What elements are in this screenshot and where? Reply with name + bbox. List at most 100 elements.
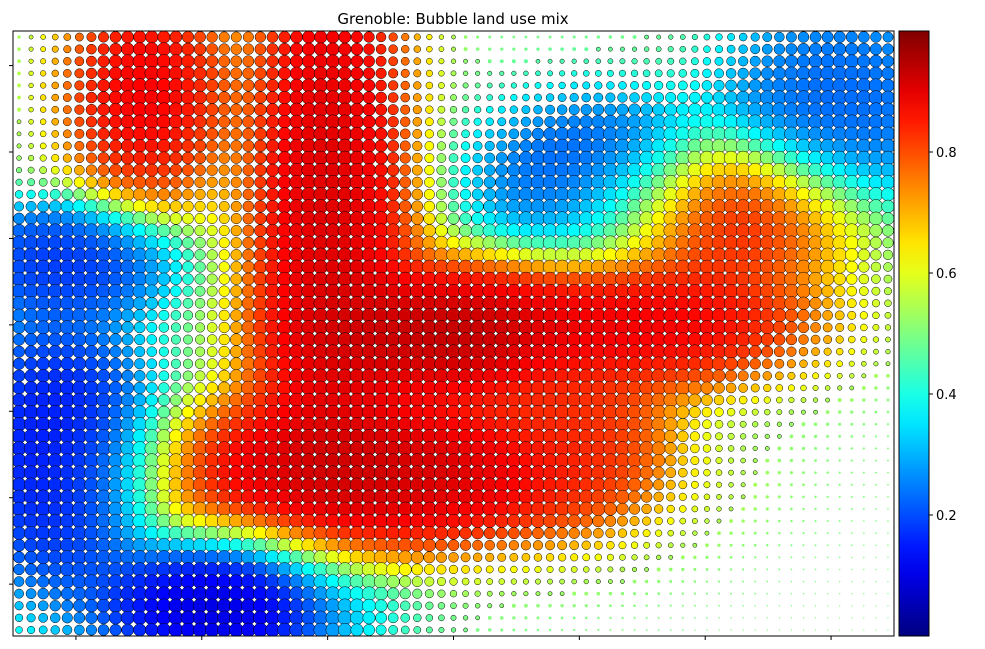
- bubble-point: [886, 374, 890, 378]
- bubble-point: [230, 273, 243, 285]
- bubble-point: [595, 566, 602, 573]
- bubble-point: [584, 47, 589, 52]
- bubble-point: [797, 309, 810, 322]
- bubble-point: [812, 397, 819, 403]
- bubble-point: [145, 382, 158, 394]
- bubble-point: [511, 70, 517, 76]
- bubble-point: [277, 114, 292, 129]
- bubble-point: [157, 139, 171, 153]
- bubble-point: [362, 163, 376, 178]
- bubble-point: [730, 617, 732, 619]
- bubble-point: [400, 116, 411, 127]
- bubble-point: [705, 543, 709, 548]
- bubble-point: [241, 284, 255, 298]
- bubble-point: [850, 435, 854, 438]
- bubble-point: [483, 188, 496, 201]
- bubble-point: [603, 489, 618, 505]
- bubble-point: [765, 458, 770, 463]
- bubble-point: [438, 614, 445, 622]
- colorbar-tick-label: 0.6: [936, 267, 957, 282]
- bubble-point: [862, 483, 865, 486]
- bubble-point: [621, 604, 624, 608]
- bubble-point: [194, 188, 206, 200]
- bubble-point: [375, 79, 387, 92]
- bubble-point: [717, 568, 721, 571]
- bubble-point: [446, 513, 461, 529]
- bubble-point: [388, 68, 399, 79]
- bubble-point: [448, 165, 459, 176]
- bubble-point: [716, 518, 722, 524]
- bubble-point: [860, 323, 868, 332]
- bubble-point: [388, 32, 398, 42]
- bubble-point: [121, 321, 134, 334]
- bubble-point: [705, 568, 709, 571]
- bubble-point: [631, 554, 638, 561]
- bubble-point: [507, 527, 520, 540]
- bubble-point: [715, 481, 723, 488]
- bubble-point: [750, 32, 760, 42]
- bubble-point: [410, 223, 424, 238]
- bubble-point: [242, 115, 255, 128]
- bubble-point: [814, 605, 817, 607]
- bubble-point: [736, 344, 750, 359]
- bubble-point: [802, 532, 805, 535]
- bubble-point: [206, 139, 219, 152]
- bubble-point: [777, 495, 781, 499]
- bubble-point: [608, 35, 613, 39]
- bubble-point: [157, 151, 171, 165]
- bubble-point: [475, 47, 480, 51]
- bubble-point: [181, 102, 195, 117]
- bubble-point: [229, 345, 243, 358]
- bubble-point: [834, 310, 845, 321]
- bubble-point: [277, 151, 292, 165]
- bubble-point: [133, 321, 146, 334]
- bubble-point: [676, 418, 689, 431]
- bubble-point: [534, 82, 542, 89]
- bubble-point: [656, 567, 661, 572]
- bubble-point: [823, 347, 832, 356]
- bubble-point: [182, 310, 194, 321]
- bubble-point: [338, 66, 352, 81]
- bubble-point: [790, 507, 793, 511]
- bubble-point: [218, 321, 230, 334]
- bubble-point: [506, 175, 521, 190]
- bubble-point: [687, 380, 702, 396]
- bubble-point: [230, 91, 243, 104]
- bubble-point: [860, 348, 867, 355]
- bubble-point: [485, 117, 494, 126]
- bubble-point: [547, 58, 553, 64]
- bubble-point: [875, 568, 877, 571]
- bubble-point: [289, 114, 304, 129]
- bubble-point: [520, 128, 532, 140]
- bubble-point: [644, 34, 649, 40]
- bubble-point: [886, 386, 890, 390]
- bubble-point: [569, 92, 579, 103]
- bubble-point: [524, 616, 528, 620]
- bubble-point: [522, 93, 530, 102]
- bubble-point: [277, 139, 292, 153]
- bubble-point: [254, 67, 267, 80]
- bubble-point: [522, 565, 530, 574]
- bubble-point: [459, 200, 472, 213]
- bubble-point: [839, 629, 841, 631]
- bubble-point: [156, 114, 172, 129]
- bubble-point: [289, 138, 304, 154]
- bubble-point: [777, 434, 782, 439]
- bubble-point: [483, 199, 497, 213]
- bubble-point: [411, 188, 424, 201]
- bubble-point: [642, 69, 651, 78]
- bubble-point: [170, 297, 182, 309]
- bubble-point: [631, 46, 638, 52]
- bubble-point: [826, 471, 829, 474]
- bubble-point: [51, 33, 59, 41]
- bubble-point: [536, 35, 540, 39]
- bubble-point: [121, 345, 134, 358]
- bubble-point: [363, 43, 375, 55]
- bubble-point: [850, 410, 854, 414]
- bubble-point: [399, 152, 411, 164]
- bubble-point: [146, 334, 158, 345]
- bubble-point: [584, 591, 589, 596]
- bubble-point: [796, 296, 811, 310]
- bubble-point: [438, 626, 445, 633]
- bubble-point: [691, 518, 698, 524]
